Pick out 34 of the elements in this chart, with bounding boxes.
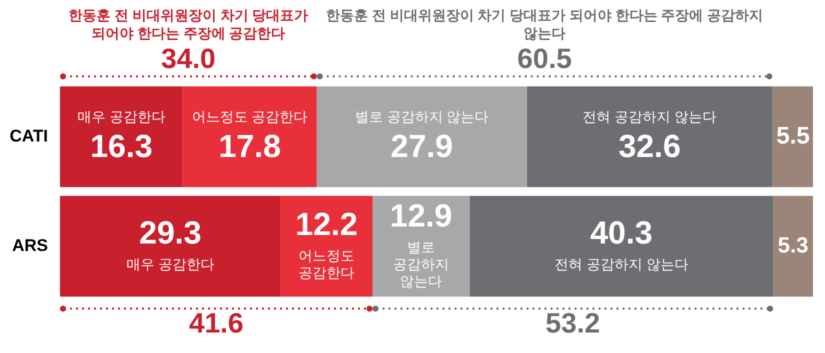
- data-label: 5.3: [778, 232, 808, 258]
- bar: [316, 86, 527, 188]
- text: 41.6: [188, 307, 244, 338]
- text: 53.2: [546, 307, 600, 338]
- bar: [772, 86, 813, 188]
- data-label: 12.9: [390, 198, 452, 234]
- text: 한동훈 전 비대위원장이 차기 당대표가 되어야 한다는 주장에 공감한다: [68, 7, 308, 42]
- y-tick-label: CATI: [10, 126, 48, 146]
- series-label: 어느정도 공감한다: [192, 108, 308, 125]
- data-label: 40.3: [590, 214, 652, 251]
- data-label: 32.6: [618, 128, 681, 164]
- data-label: 16.3: [90, 128, 153, 164]
- bar: [182, 86, 317, 188]
- bar: [526, 86, 772, 188]
- text: 한동훈 전 비대위원장이 차기 당대표가 되어야 한다는 주장에 공감하지 않는다: [326, 7, 764, 42]
- text: 어느정도 공감한다: [298, 248, 355, 281]
- bar: [773, 196, 813, 297]
- data-label: 12.2: [295, 206, 358, 242]
- y-tick-label: ARS: [12, 236, 48, 255]
- data-label: 17.8: [218, 128, 281, 164]
- text: 60.5: [517, 43, 572, 74]
- text: 34.0: [161, 43, 216, 74]
- bar: [60, 196, 281, 297]
- data-label: 27.9: [390, 128, 453, 164]
- text: 별로 공감하지 않는다: [354, 108, 489, 125]
- bar: [60, 86, 183, 188]
- series-label: 전혀 공감하지 않는다: [582, 108, 716, 125]
- data-label: 29.3: [139, 214, 202, 251]
- series-label: 매우 공감한다: [77, 108, 166, 125]
- bar: [470, 196, 774, 297]
- text: 전혀 공감하지 않는다: [554, 256, 688, 272]
- text: 매우 공감한다: [126, 256, 214, 272]
- series-label: 별로 공감하지 않는다: [393, 239, 450, 290]
- data-label: 5.5: [776, 122, 810, 150]
